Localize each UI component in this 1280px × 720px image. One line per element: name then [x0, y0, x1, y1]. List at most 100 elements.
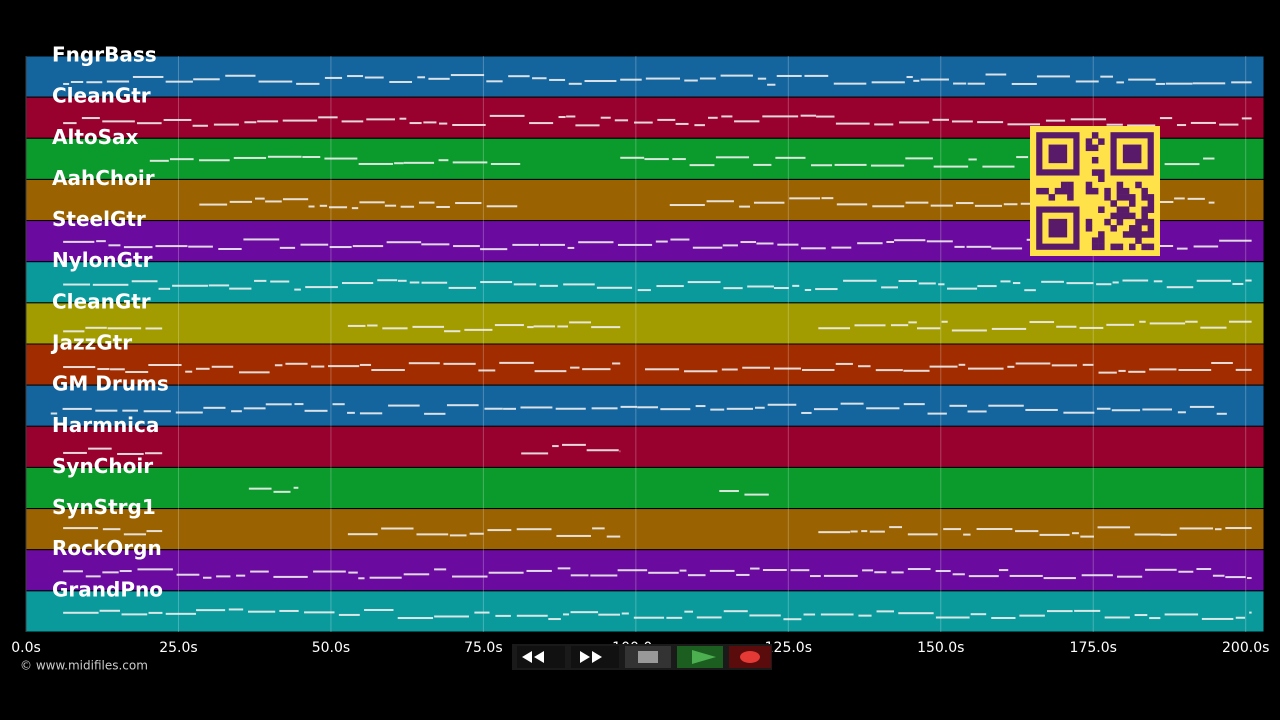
note: [657, 118, 676, 121]
note: [1149, 368, 1177, 371]
note: [107, 327, 142, 330]
x-tick-label: 150.0s: [917, 640, 964, 656]
rewind-button[interactable]: [517, 646, 565, 668]
note: [244, 121, 257, 124]
note: [881, 286, 899, 289]
note: [927, 412, 947, 415]
stop-button[interactable]: [625, 646, 671, 668]
note: [366, 118, 396, 121]
note: [474, 611, 490, 614]
note: [341, 120, 364, 123]
note: [1200, 326, 1227, 329]
note: [721, 368, 738, 371]
note: [96, 240, 106, 243]
qr-module: [1110, 212, 1117, 220]
play-icon: [692, 650, 716, 664]
note: [753, 163, 772, 166]
note: [149, 159, 169, 162]
note: [443, 362, 476, 365]
note: [672, 158, 686, 161]
qr-module: [1135, 218, 1142, 226]
note: [119, 570, 132, 573]
note: [1029, 321, 1055, 324]
qr-module: [1147, 200, 1155, 207]
note: [1149, 617, 1161, 620]
note: [645, 77, 681, 80]
note: [172, 284, 208, 287]
note: [503, 407, 517, 410]
qr-module: [1129, 225, 1136, 232]
note: [850, 530, 858, 533]
note: [1074, 609, 1101, 612]
note: [1056, 325, 1077, 328]
note: [582, 368, 611, 371]
note: [1159, 117, 1173, 120]
note: [1176, 247, 1188, 250]
note: [836, 203, 868, 206]
note: [894, 239, 926, 242]
note: [412, 325, 445, 328]
note: [294, 403, 304, 406]
note: [775, 156, 806, 159]
x-tick-label: 75.0s: [464, 640, 502, 656]
note: [347, 75, 364, 78]
note: [165, 80, 193, 83]
qr-module: [1054, 187, 1062, 195]
note: [1104, 616, 1130, 619]
note: [1178, 570, 1194, 573]
note: [1019, 614, 1045, 617]
qr-module: [1147, 231, 1155, 238]
note: [890, 324, 909, 327]
note: [352, 245, 384, 248]
note: [421, 281, 448, 284]
note: [146, 530, 163, 533]
note: [436, 205, 450, 208]
note: [455, 202, 482, 205]
note: [265, 200, 282, 203]
note: [1196, 279, 1231, 282]
note: [920, 78, 949, 81]
note: [857, 242, 883, 245]
forward-button[interactable]: [571, 646, 619, 668]
note: [908, 321, 917, 324]
note: [446, 404, 479, 407]
note: [132, 75, 164, 78]
note: [835, 362, 853, 365]
note: [953, 82, 967, 85]
note: [486, 205, 518, 208]
note: [861, 530, 868, 533]
note: [265, 403, 292, 406]
qr-module: [1098, 237, 1105, 244]
note: [267, 155, 302, 158]
play-button[interactable]: [677, 646, 723, 668]
note: [600, 116, 611, 119]
qr-module: [1116, 181, 1124, 189]
note: [63, 366, 96, 369]
track-label: Harmnica: [52, 413, 159, 437]
record-button[interactable]: [729, 646, 771, 668]
note: [1185, 320, 1198, 323]
qr-module: [1085, 225, 1093, 232]
qr-module: [1085, 218, 1093, 226]
note: [1192, 82, 1226, 85]
note: [584, 80, 617, 83]
note: [660, 408, 691, 411]
note: [499, 361, 534, 364]
track-label: AltoSax: [52, 125, 139, 149]
note: [905, 201, 929, 204]
note: [302, 155, 321, 158]
note: [1000, 280, 1011, 283]
qr-module: [1104, 194, 1111, 201]
note: [557, 325, 568, 328]
note: [591, 326, 621, 329]
qr-module: [1147, 225, 1155, 232]
note: [408, 362, 440, 365]
qr-module: [1122, 231, 1130, 238]
note: [453, 245, 480, 248]
note: [620, 156, 645, 159]
qr-module: [1129, 200, 1136, 207]
qr-module: [1135, 181, 1142, 189]
note: [533, 325, 556, 328]
note: [478, 369, 496, 372]
